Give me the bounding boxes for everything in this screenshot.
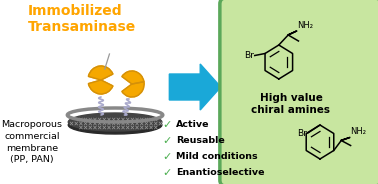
Text: ✓: ✓ [163, 168, 172, 178]
Text: ✓: ✓ [163, 136, 172, 146]
Text: NH₂: NH₂ [351, 128, 367, 137]
Text: Br: Br [244, 51, 254, 60]
Text: Macroporous
commercial
membrane
(PP, PAN): Macroporous commercial membrane (PP, PAN… [1, 120, 62, 164]
Ellipse shape [68, 116, 162, 134]
Ellipse shape [68, 113, 162, 131]
FancyArrow shape [169, 64, 221, 110]
Wedge shape [88, 66, 113, 80]
Text: ✓: ✓ [163, 152, 172, 162]
Text: Enantioselective: Enantioselective [176, 168, 264, 177]
Text: ✓: ✓ [163, 120, 172, 130]
Text: Active: Active [176, 120, 209, 129]
Wedge shape [88, 80, 113, 94]
Text: Br: Br [297, 130, 307, 139]
Polygon shape [341, 137, 350, 141]
Wedge shape [122, 71, 144, 84]
Wedge shape [122, 82, 144, 97]
FancyBboxPatch shape [220, 0, 378, 184]
Text: Immobilized
Transaminase: Immobilized Transaminase [28, 4, 136, 34]
Text: Reusable: Reusable [176, 136, 225, 145]
Text: Mild conditions: Mild conditions [176, 152, 257, 161]
Polygon shape [288, 31, 297, 35]
Text: NH₂: NH₂ [297, 21, 313, 30]
Text: High value
chiral amines: High value chiral amines [251, 93, 330, 115]
